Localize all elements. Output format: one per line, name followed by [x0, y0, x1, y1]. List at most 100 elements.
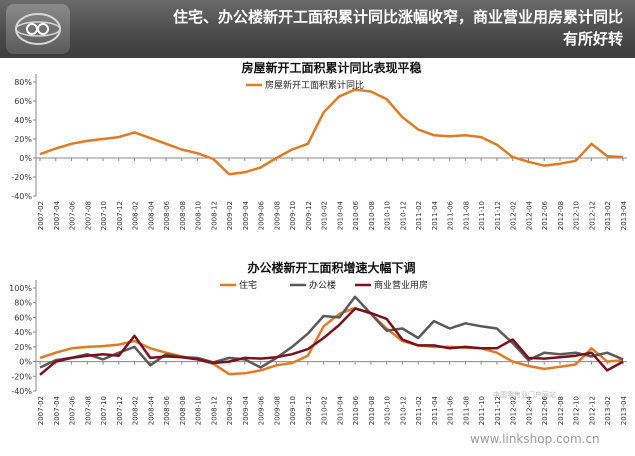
watermark-site-text: 中国零售业门户网站: [493, 391, 556, 399]
x-tick-label: 2010-04: [336, 200, 344, 230]
x-tick-label: 2012-08: [557, 201, 565, 230]
x-tick-label: 2012-10: [573, 396, 581, 425]
x-tick-label: 2010-10: [384, 396, 392, 425]
y-tick-label: -40%: [11, 387, 32, 396]
x-tick-label: 2012-04: [525, 395, 533, 425]
x-tick-label: 2009-02: [226, 396, 234, 425]
x-tick-label: 2007-04: [53, 395, 61, 425]
x-tick-label: 2007-12: [116, 396, 124, 425]
x-tick-label: 2009-02: [226, 201, 234, 230]
x-tick-label: 2010-08: [368, 396, 376, 425]
x-tick-label: 2008-10: [195, 201, 203, 230]
x-tick-label: 2011-04: [431, 200, 439, 230]
x-tick-label: 2009-08: [273, 201, 281, 230]
y-tick-label: 0%: [19, 154, 32, 163]
x-tick-label: 2011-08: [462, 396, 470, 425]
y-tick-label: 80%: [14, 78, 32, 87]
y-tick-label: 40%: [14, 328, 32, 337]
x-tick-label: 2007-02: [37, 396, 45, 425]
x-tick-label: 2007-10: [100, 396, 108, 425]
x-tick-label: 2010-06: [352, 395, 360, 425]
x-tick-label: 2011-02: [415, 201, 423, 230]
x-tick-label: 2012-04: [525, 200, 533, 230]
y-tick-label: 60%: [14, 97, 32, 106]
x-tick-label: 2007-10: [100, 201, 108, 230]
x-tick-label: 2013-04: [620, 200, 628, 230]
x-tick-label: 2008-08: [179, 396, 187, 425]
x-tick-label: 2011-12: [494, 396, 502, 425]
y-tick-label: -40%: [11, 192, 32, 201]
x-tick-label: 2011-10: [478, 396, 486, 425]
x-tick-label: 2012-08: [557, 396, 565, 425]
y-tick-label: 20%: [14, 135, 32, 144]
y-tick-label: 0%: [19, 358, 32, 367]
x-tick-label: 2009-08: [273, 396, 281, 425]
x-tick-label: 2009-10: [289, 396, 297, 425]
x-tick-label: 2011-10: [478, 201, 486, 230]
header-title-line1: 住宅、办公楼新开工面积累计同比涨幅收窄，商业营业用房累计同比: [172, 8, 623, 26]
watermark-text: www.linkshop.com.cn: [470, 432, 600, 446]
header-bar: 住宅、办公楼新开工面积累计同比涨幅收窄，商业营业用房累计同比 有所好转: [0, 0, 635, 58]
x-tick-label: 2010-04: [336, 395, 344, 425]
y-tick-label: -20%: [11, 173, 32, 182]
header-title-line2: 有所好转: [562, 30, 623, 48]
y-tick-label: 80%: [14, 299, 32, 308]
x-tick-label: 2009-06: [258, 200, 266, 230]
x-tick-label: 2012-12: [588, 201, 596, 230]
x-tick-label: 2008-04: [147, 200, 155, 230]
series-line-房屋新开工面积累计同比: [39, 88, 624, 176]
x-tick-label: 2008-06: [163, 200, 171, 230]
x-tick-label: 2008-12: [210, 201, 218, 230]
x-tick-label: 2010-10: [384, 201, 392, 230]
x-tick-label: 2008-02: [132, 201, 140, 230]
x-tick-label: 2011-06: [447, 395, 455, 425]
x-tick-label: 2012-06: [541, 200, 549, 230]
x-tick-label: 2009-10: [289, 201, 297, 230]
x-tick-label: 2011-04: [431, 395, 439, 425]
x-tick-label: 2008-04: [147, 395, 155, 425]
chart-title: 房屋新开工面积累计同比表现平稳: [241, 60, 421, 75]
x-tick-label: 2009-12: [305, 201, 313, 230]
x-tick-label: 2009-12: [305, 396, 313, 425]
x-tick-label: 2011-12: [494, 201, 502, 230]
x-tick-label: 2012-06: [541, 395, 549, 425]
y-tick-label: -20%: [11, 372, 32, 381]
y-tick-label: 40%: [14, 116, 32, 125]
x-tick-label: 2007-12: [116, 201, 124, 230]
x-tick-label: 2012-12: [588, 396, 596, 425]
x-tick-label: 2012-10: [573, 201, 581, 230]
x-tick-label: 2009-04: [242, 200, 250, 230]
x-tick-label: 2013-02: [604, 396, 612, 425]
x-tick-label: 2008-12: [210, 396, 218, 425]
x-tick-label: 2010-02: [321, 201, 329, 230]
legend-label: 住宅: [239, 279, 257, 291]
x-tick-label: 2007-08: [84, 396, 92, 425]
series-line-住宅: [39, 306, 624, 376]
y-tick-label: 100%: [9, 284, 32, 293]
legend-label: 商业营业用房: [374, 279, 428, 291]
chart-title: 办公楼新开工面积增速大幅下调: [247, 260, 415, 275]
x-tick-label: 2007-08: [84, 201, 92, 230]
x-tick-label: 2012-02: [510, 396, 518, 425]
x-tick-label: 2008-08: [179, 201, 187, 230]
x-tick-label: 2013-04: [620, 395, 628, 425]
logo-icon: [15, 13, 61, 45]
x-tick-label: 2008-06: [163, 395, 171, 425]
charts-canvas: 房屋新开工面积累计同比表现平稳 -40% -20% 0% 20% 40% 60% 80% 200…: [9, 60, 628, 425]
x-tick-label: 2008-02: [132, 396, 140, 425]
x-tick-label: 2011-06: [447, 200, 455, 230]
x-tick-label: 2007-06: [69, 200, 77, 230]
chart-2: 办公楼新开工面积增速大幅下调 -40% -20% 0% 20% 40% 60% 80% 100%…: [9, 260, 628, 425]
legend-label: 办公楼: [309, 279, 336, 291]
x-tick-label: 2010-06: [352, 200, 360, 230]
legend-label: 房屋新开工面积累计同比: [265, 79, 364, 91]
x-tick-label: 2007-04: [53, 200, 61, 230]
x-tick-label: 2007-06: [69, 395, 77, 425]
x-tick-label: 2013-02: [604, 201, 612, 230]
x-tick-label: 2010-02: [321, 396, 329, 425]
chart-1: 房屋新开工面积累计同比表现平稳 -40% -20% 0% 20% 40% 60% 80% 200…: [11, 60, 628, 230]
x-tick-label: 2012-02: [510, 201, 518, 230]
x-tick-label: 2009-06: [258, 395, 266, 425]
x-tick-label: 2009-04: [242, 395, 250, 425]
header-logo: [6, 4, 70, 54]
